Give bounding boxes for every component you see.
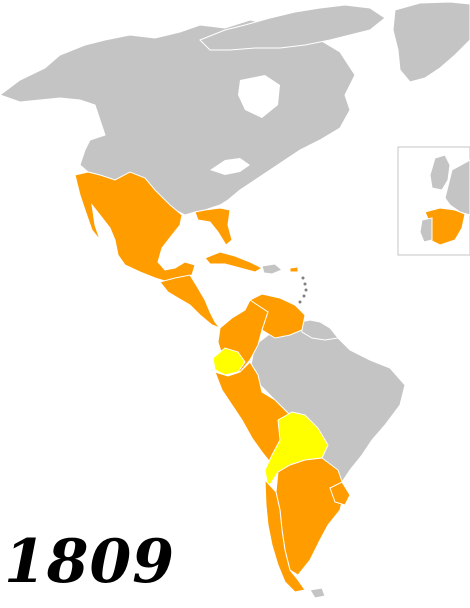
lesser-antilles	[298, 276, 308, 304]
region-quito	[212, 347, 246, 376]
region-portugal	[419, 217, 433, 243]
region-puerto-rico	[289, 266, 299, 273]
region-british-isles	[429, 154, 451, 191]
great-lakes	[210, 158, 250, 175]
europe-inset	[397, 146, 470, 256]
hudson-bay	[238, 75, 280, 118]
region-guatemala	[159, 274, 222, 330]
region-banda-oriental	[329, 481, 351, 506]
region-canadian-arctic-islands	[199, 4, 386, 51]
region-north-america	[0, 19, 356, 216]
region-venezuela	[249, 293, 306, 339]
region-falklands	[309, 587, 326, 599]
region-hispaniola	[261, 263, 283, 275]
region-new-spain	[74, 171, 196, 283]
year-label: 1809	[4, 527, 175, 597]
region-greenland	[392, 1, 470, 83]
region-cuba	[204, 251, 264, 273]
region-chile	[264, 478, 306, 593]
region-guianas	[299, 319, 339, 341]
region-florida	[194, 207, 233, 246]
